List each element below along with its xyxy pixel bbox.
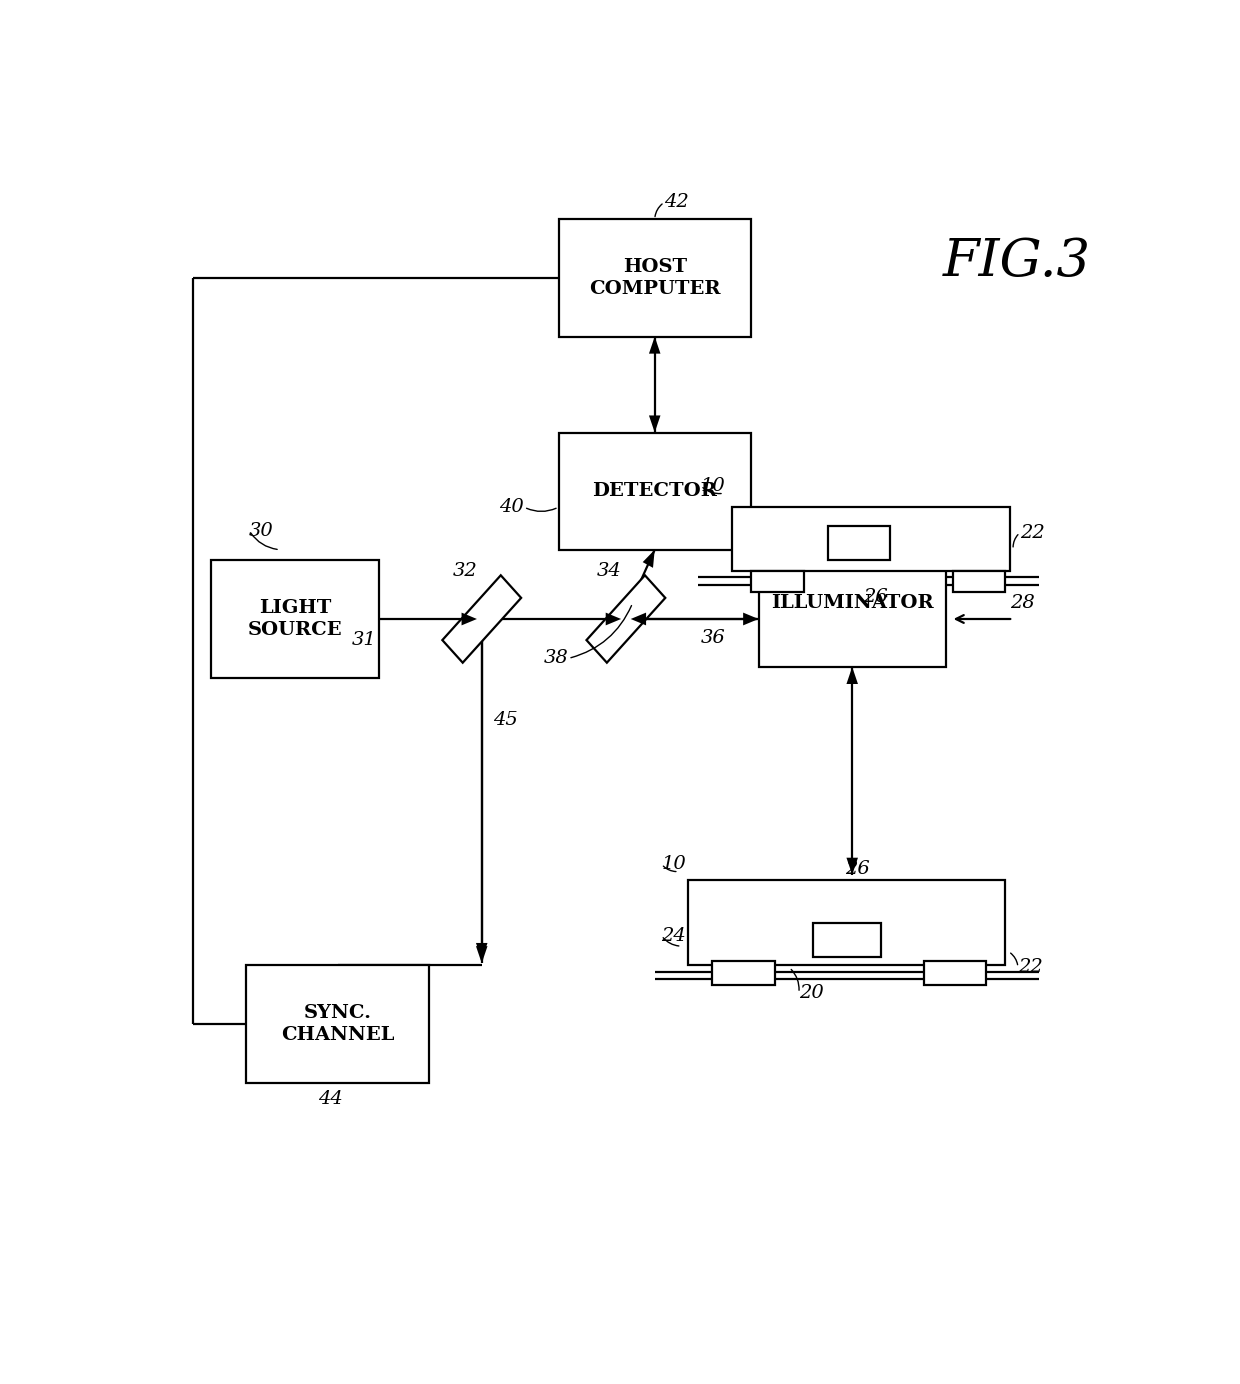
Text: 24: 24 (661, 926, 686, 944)
Text: 22: 22 (1019, 523, 1044, 541)
Bar (247, 966, 429, 1082)
Text: 36: 36 (701, 630, 725, 648)
Text: 44: 44 (319, 1089, 343, 1107)
Polygon shape (649, 415, 661, 432)
Polygon shape (649, 336, 661, 354)
Text: 34: 34 (596, 562, 621, 580)
Text: 26: 26 (844, 861, 869, 879)
Text: 31: 31 (352, 631, 377, 649)
Text: 10: 10 (701, 476, 725, 495)
Text: 28: 28 (1011, 594, 1035, 612)
Polygon shape (847, 667, 858, 684)
Polygon shape (847, 858, 858, 875)
Text: HOST
COMPUTER: HOST COMPUTER (589, 257, 720, 298)
Polygon shape (642, 549, 655, 567)
Polygon shape (461, 613, 477, 626)
Bar (732, 507, 1011, 572)
Text: 32: 32 (453, 562, 477, 580)
Text: FIG.3: FIG.3 (942, 237, 1091, 288)
Text: LIGHT
SOURCE: LIGHT SOURCE (248, 599, 342, 639)
Text: 10: 10 (661, 855, 686, 873)
Bar (688, 880, 1006, 966)
Bar (813, 923, 880, 956)
Bar (558, 220, 751, 336)
Bar (211, 561, 379, 678)
Bar (759, 538, 946, 667)
Polygon shape (631, 613, 646, 626)
Text: 22: 22 (1018, 959, 1043, 977)
Bar (712, 960, 775, 984)
Polygon shape (443, 576, 521, 663)
Bar (558, 432, 751, 549)
Text: 45: 45 (494, 711, 518, 729)
Text: SYNC.
CHANNEL: SYNC. CHANNEL (281, 1003, 394, 1044)
Text: 30: 30 (249, 522, 274, 540)
Bar (952, 572, 1006, 592)
Bar (751, 572, 804, 592)
Text: 42: 42 (665, 194, 689, 212)
Bar (924, 960, 986, 984)
Text: 40: 40 (500, 498, 525, 516)
Bar (828, 526, 890, 561)
Polygon shape (743, 613, 759, 626)
Polygon shape (476, 943, 487, 960)
Polygon shape (605, 613, 621, 626)
Polygon shape (476, 947, 487, 963)
Text: ILLUMINATOR: ILLUMINATOR (771, 594, 934, 612)
Text: 26: 26 (863, 588, 888, 606)
Text: 38: 38 (543, 649, 568, 667)
Text: DETECTOR: DETECTOR (593, 482, 717, 500)
Polygon shape (587, 576, 666, 663)
Text: 20: 20 (799, 984, 823, 1002)
